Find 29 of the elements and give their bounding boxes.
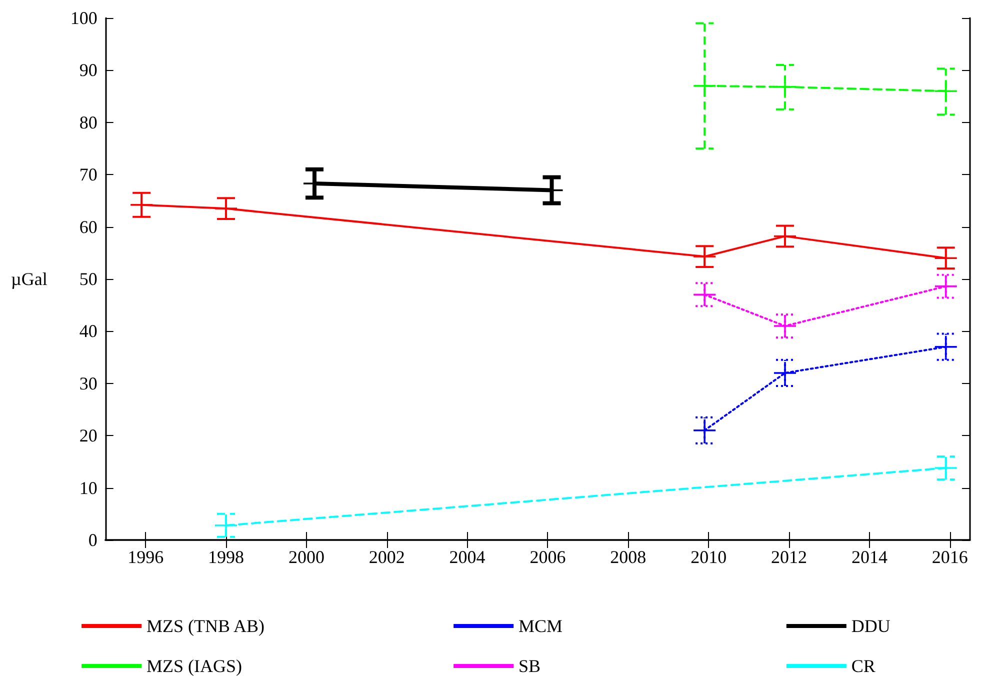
legend-label: MZS (IAGS) — [146, 656, 242, 676]
legend-label: MZS (TNB AB) — [146, 616, 265, 636]
y-tick-label: 40 — [79, 321, 98, 342]
y-tick-label: 0 — [88, 530, 98, 550]
x-tick-label: 2006 — [530, 547, 566, 567]
y-tick-label: 90 — [79, 60, 98, 80]
x-tick-label: 2012 — [771, 547, 808, 567]
y-tick-label: 80 — [79, 112, 98, 132]
legend-label: SB — [518, 656, 541, 676]
y-tick-label: 60 — [79, 216, 98, 237]
y-tick-label: 20 — [79, 426, 98, 446]
x-tick-label: 1996 — [128, 547, 164, 567]
x-tick-label: 2010 — [690, 547, 727, 567]
y-tick-label: 100 — [70, 8, 98, 28]
legend-label: DDU — [851, 616, 890, 636]
x-tick-label: 2016 — [932, 547, 968, 567]
y-tick-label: 50 — [79, 269, 98, 289]
legend-label: MCM — [518, 616, 563, 636]
y-tick-label: 70 — [79, 164, 98, 185]
x-tick-label: 2008 — [610, 547, 646, 567]
x-tick-label: 2000 — [288, 547, 324, 567]
x-tick-label: 2004 — [449, 547, 486, 567]
legend-label: CR — [851, 656, 876, 676]
y-tick-label: 30 — [79, 373, 98, 394]
x-tick-label: 1998 — [208, 547, 244, 567]
x-tick-label: 2014 — [851, 547, 888, 567]
y-axis-title: µGal — [10, 269, 48, 289]
y-tick-label: 10 — [79, 478, 98, 498]
x-tick-label: 2002 — [368, 547, 405, 567]
